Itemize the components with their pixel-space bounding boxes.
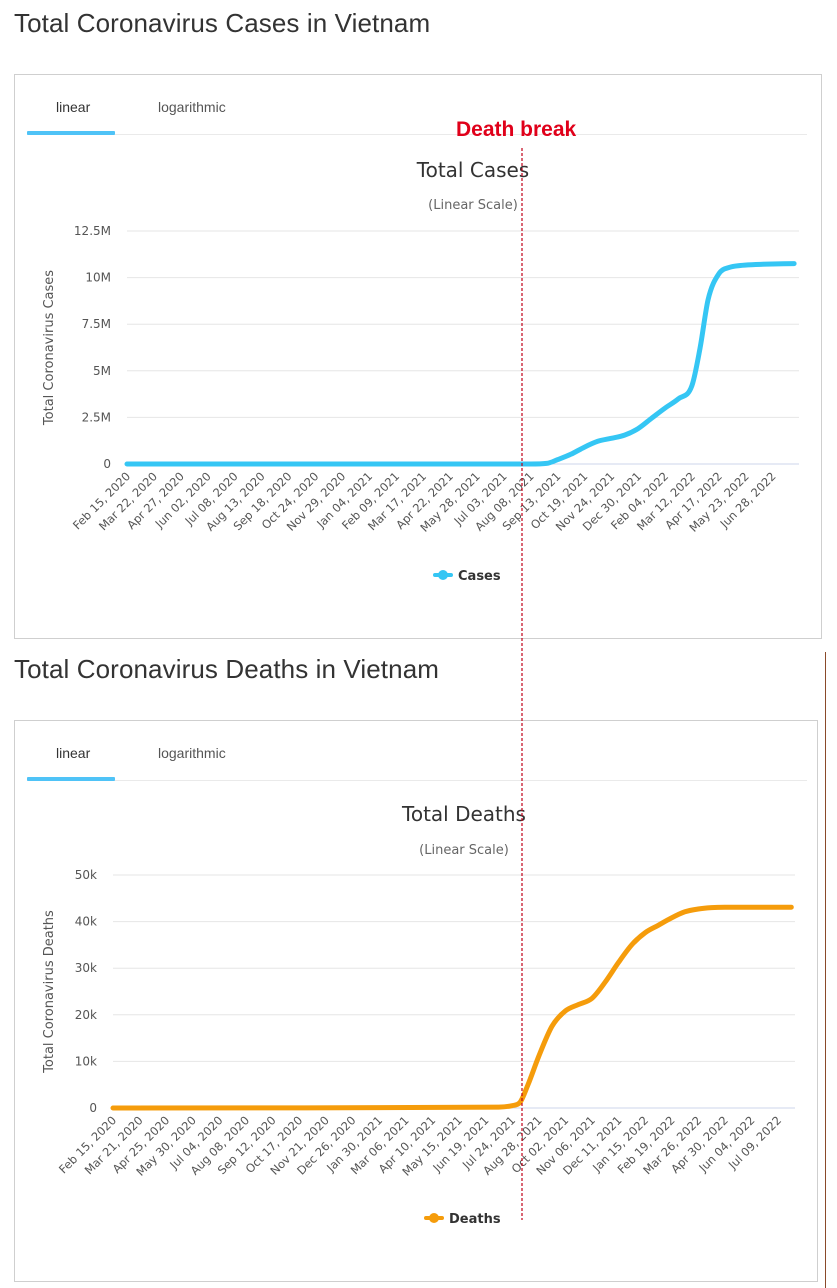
cases-tab-logarithmic[interactable]: logarithmic [158,99,226,115]
cases-y-axis-label: Total Coronavirus Cases [42,270,57,426]
cases-section-title: Total Coronavirus Cases in Vietnam [14,8,431,38]
deaths-y-tick-label: 10k [75,1054,97,1068]
deaths-tab-logarithmic[interactable]: logarithmic [158,745,226,761]
deaths-legend-marker [429,1213,439,1223]
deaths-legend-label: Deaths [449,1212,501,1227]
cases-y-tick-label: 5M [93,364,111,378]
deaths-chart-title: Total Deaths [401,802,526,826]
cases-y-tick-label: 12.5M [74,224,111,238]
deaths-tab-bar: linear logarithmic [27,721,807,781]
cases-chart: Total Cases (Linear Scale) 0 2.5M 5M 7.5M 10M 1… [42,158,799,584]
deaths-y-tick-label: 30k [75,961,97,975]
cases-y-tick-label: 2.5M [82,410,111,424]
deaths-chart: Total Deaths (Linear Scale) 0 10k 20k 30k 40k 5… [42,802,795,1227]
cases-legend-label: Cases [458,569,501,584]
cases-legend-marker [438,570,448,580]
cases-tab-active-indicator [27,131,115,135]
deaths-y-axis-label: Total Coronavirus Deaths [42,910,57,1074]
deaths-y-tick-label: 40k [75,915,97,929]
deaths-y-tick-label: 50k [75,868,97,882]
deaths-chart-subtitle: (Linear Scale) [419,843,509,858]
deaths-chart-panel: linear logarithmic Total Deaths (Linear S… [14,720,818,1282]
deaths-y-tick-label: 0 [89,1101,97,1115]
deaths-y-tick-label: 20k [75,1008,97,1022]
cases-chart-panel: linear logarithmic Total Cases (Linear Sc… [14,74,822,639]
cases-chart-title: Total Cases [416,158,529,182]
cases-y-tick-label: 0 [103,457,111,471]
cases-chart-subtitle: (Linear Scale) [428,198,518,213]
deaths-section-title: Total Coronavirus Deaths in Vietnam [14,654,440,684]
cases-tab-linear[interactable]: linear [56,99,91,115]
cases-y-tick-label: 10M [85,271,111,285]
cases-y-tick-label: 7.5M [82,317,111,331]
deaths-tab-linear[interactable]: linear [56,745,91,761]
deaths-series-line [110,904,794,1111]
deaths-tab-active-indicator [27,777,115,781]
cases-tab-bar: linear logarithmic [27,75,807,135]
cases-series-line [124,261,797,467]
page-edge-divider [825,652,826,1288]
